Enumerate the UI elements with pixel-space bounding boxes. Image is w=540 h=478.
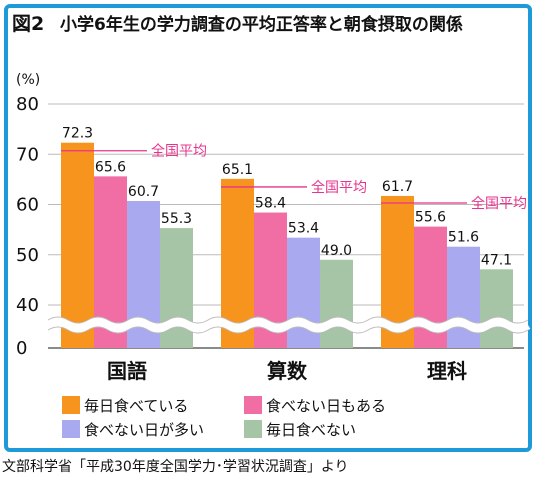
value-label-2-2: 51.6 [448,230,479,246]
value-label-2-1: 55.6 [415,210,446,226]
y-tick-80: 80 [16,94,39,115]
category-label-kokugo: 国語 [107,359,147,383]
legend-swatch-2 [62,420,80,438]
y-tick-40: 40 [16,295,39,316]
y-tick-labels: 80 70 60 50 40 0 [16,94,39,359]
value-label-0-2: 60.7 [128,184,159,200]
value-labels: 72.3 65.660.755.3 65.1 58.453.449.0 61.755.6… [62,126,512,269]
axis-break-line-bottom [47,326,529,334]
figure-label: 図2 [12,13,44,35]
category-label-sansu: 算数 [267,359,308,383]
legend: 毎日食べている 食べない日もある 食べない日が多い 毎日食べない [62,396,386,439]
y-tick-60: 60 [16,195,39,216]
value-label-2-0: 61.7 [382,179,413,195]
value-label-1-0: 65.1 [222,162,253,178]
chart-title: 小学6年生の学力調査の平均正答率と朝食摂取の関係 [60,14,463,35]
y-tick-50: 50 [16,245,39,266]
bar-1-3 [320,259,353,348]
chart: 図2 小学6年生の学力調査の平均正答率と朝食摂取の関係 (%) 80 70 60… [12,13,531,439]
reference-label-1: 全国平均 [311,179,367,196]
legend-label-1: 食べない日もある [266,397,386,415]
value-label-2-3: 47.1 [481,252,512,268]
legend-swatch-3 [244,420,262,438]
legend-swatch-0 [62,396,80,414]
axis-break [45,316,531,334]
legend-label-3: 毎日食べない [266,421,356,439]
value-label-1-2: 53.4 [288,221,319,237]
source-note: 文部科学省「平成30年度全国学力･学習状況調査」より [2,459,349,475]
value-label-0-3: 55.3 [161,211,192,227]
legend-swatch-1 [244,396,262,414]
bar-2-3 [480,269,513,348]
y-tick-0: 0 [16,338,27,359]
bars [61,142,513,348]
legend-label-2: 食べない日が多い [84,421,204,439]
reference-label-0: 全国平均 [151,143,207,160]
reference-label-2: 全国平均 [471,195,527,212]
bar-0-0 [61,142,94,348]
y-axis-unit: (%) [16,72,40,88]
category-label-rika: 理科 [427,359,467,383]
legend-label-0: 毎日食べている [84,397,188,415]
axis-break-band [45,317,531,333]
value-label-0-1: 65.6 [95,159,126,175]
axis-break-line-top [47,316,529,324]
value-label-0-0: 72.3 [62,126,93,142]
value-label-1-3: 49.0 [321,243,352,259]
y-tick-70: 70 [16,144,39,165]
value-label-1-1: 58.4 [255,196,286,212]
